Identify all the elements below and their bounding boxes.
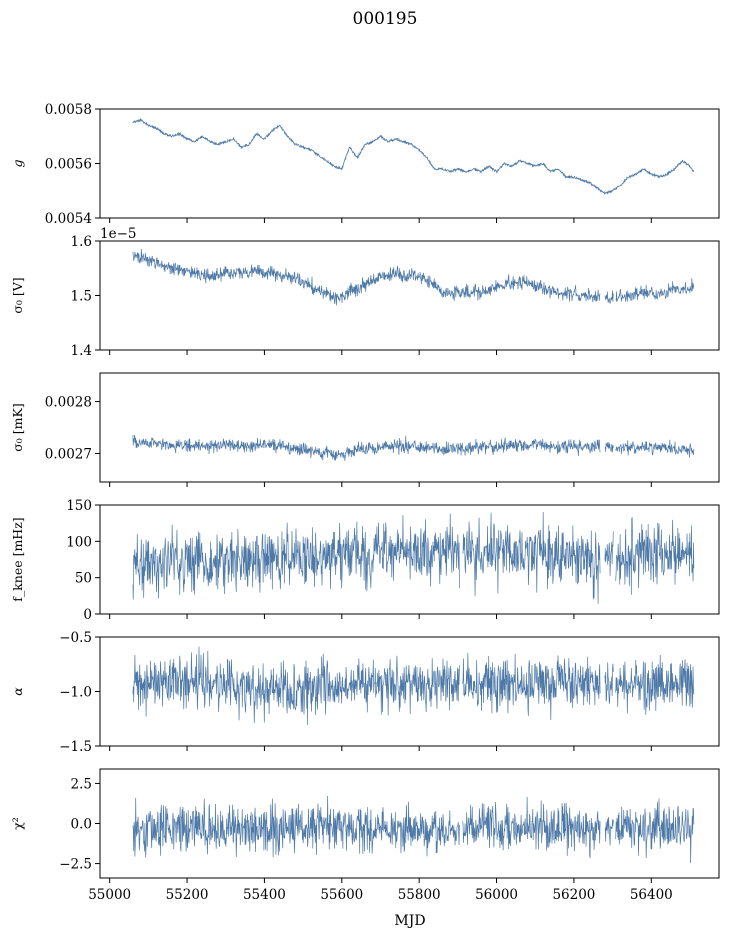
y-tick-label: 0.0028 (45, 395, 92, 411)
series-line (132, 646, 695, 725)
x-tick-label: 55400 (243, 887, 286, 903)
panel-3: 0.0027 0.0028 σ₀ [mK] (10, 372, 720, 487)
series-line (132, 434, 695, 461)
x-tick-label: 56200 (552, 887, 595, 903)
y-axis-label: f_knee [mHz] (10, 517, 25, 601)
x-tick-label: 56400 (630, 887, 673, 903)
series-line (132, 117, 695, 195)
y-tick-label: 50 (75, 571, 92, 587)
figure-title: 000195 (353, 9, 418, 29)
x-tick-label: 55600 (320, 887, 363, 903)
panel-4: 0 50 100 150 f_knee [mHz] (10, 498, 720, 623)
y-tick-label: 1.5 (71, 289, 92, 305)
series-line (132, 512, 695, 604)
y-tick-label: −1.5 (59, 739, 92, 755)
y-tick-label: −0.5 (59, 630, 92, 646)
y-tick-label: 100 (66, 534, 92, 550)
y-tick-label: 2.5 (71, 776, 92, 792)
y-tick-label: −2.5 (59, 857, 92, 873)
series-line (132, 796, 695, 864)
x-tick-label: 56000 (475, 887, 518, 903)
series-line (132, 249, 695, 306)
y-axis-label: α (10, 687, 25, 696)
y-tick-label: 0.0027 (45, 446, 92, 462)
panel-1: 0.0054 0.0056 0.0058 g (10, 102, 720, 227)
y-tick-label: 0.0 (71, 817, 92, 833)
panel-5: −1.5 −1.0 −0.5 α (10, 630, 720, 755)
x-tick-label: 55000 (88, 887, 131, 903)
y-tick-label: 1.4 (71, 343, 92, 359)
x-tick-label: 55800 (398, 887, 441, 903)
y-axis-label: σ₀ [V] (10, 277, 25, 313)
y-tick-label: 0.0058 (45, 102, 92, 118)
y-tick-label: 1.6 (71, 234, 92, 250)
x-tick-label: 55200 (166, 887, 209, 903)
y-tick-label: −1.0 (59, 685, 92, 701)
y-axis-label: g (10, 159, 25, 167)
panel-2: 1.4 1.5 1.6 σ₀ [V] 1e−5 (10, 226, 720, 359)
y-tick-label: 0.0054 (45, 211, 92, 227)
y-tick-label: 150 (66, 498, 92, 514)
axes-frame (99, 504, 720, 615)
y-axis-label: σ₀ [mK] (10, 403, 25, 451)
axes-frame (99, 108, 720, 219)
y-offset-text: 1e−5 (100, 226, 136, 242)
axes-frame (99, 372, 720, 483)
y-axis-label: χ² (10, 817, 25, 830)
panel-6: −2.5 0.0 2.5 55000 55200 55400 55600 55800 56000… (10, 768, 720, 903)
y-tick-label: 0.0056 (45, 157, 92, 173)
x-axis-label: MJD (394, 913, 425, 929)
y-tick-label: 0 (83, 607, 92, 623)
